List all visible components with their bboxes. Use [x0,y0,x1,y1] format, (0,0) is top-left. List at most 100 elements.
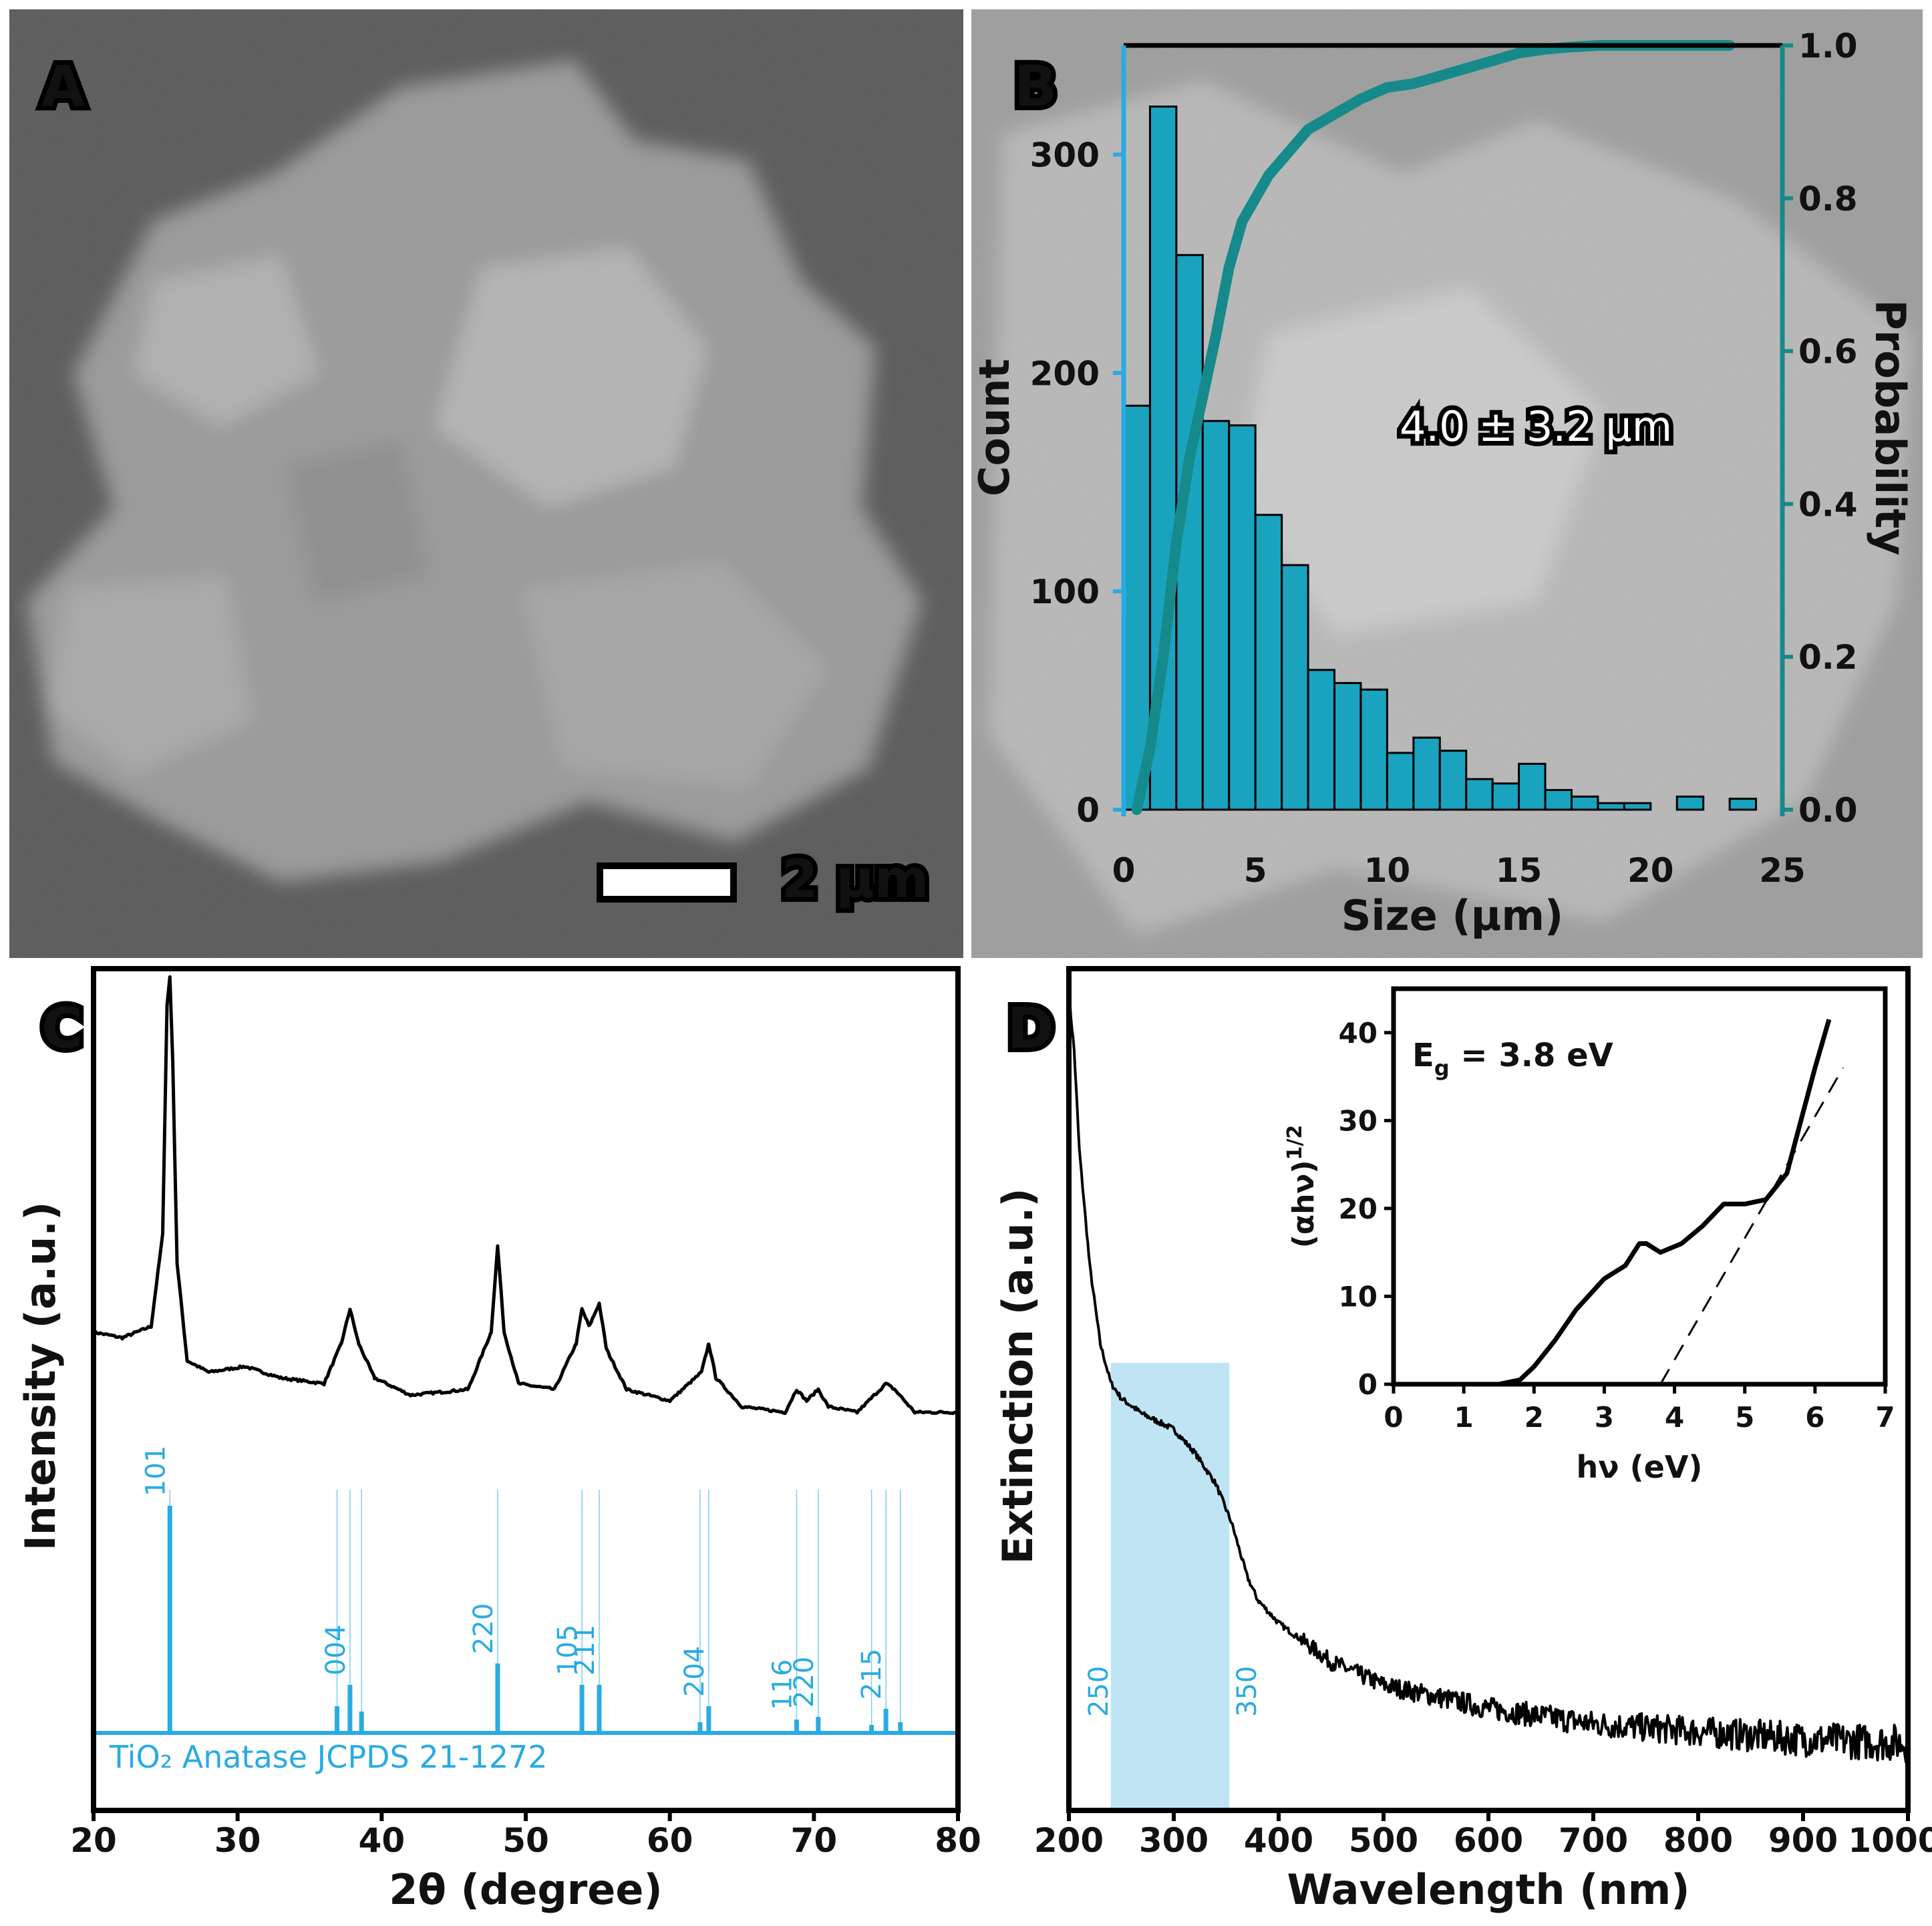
inset-y-tick-label: 0 [1358,1368,1378,1401]
x-tick-label: 800 [1663,1821,1733,1860]
histogram-bar [1570,795,1599,811]
sem-grain-b [971,9,1923,958]
y2-tick-label: 0.2 [1798,638,1858,677]
scale-bar-label: 2 μm [782,850,929,910]
y-tick-label: 0 [1076,791,1100,830]
x-tick-label: 20 [70,1821,117,1860]
y2-tick-label: 0.8 [1798,180,1858,218]
x-tick-label: 25 [1759,851,1806,890]
xrd-trace [92,975,959,1416]
x-tick-label: 40 [359,1821,406,1860]
size-annotation: 4.0 ± 3.2 μm [1400,402,1672,451]
inset-x-tick-label: 1 [1454,1401,1474,1434]
sem-grain [9,9,963,958]
y2-tick-label: 0.6 [1798,333,1858,371]
bandgap-value: = 3.8 eV [1450,1037,1613,1074]
reflection-label: 204 [679,1646,710,1697]
inset-x-tick-label: 6 [1805,1401,1824,1434]
tauc-trace [1498,1019,1832,1387]
scale-bar [597,862,737,903]
x-tick-label: 200 [1034,1821,1104,1860]
x-tick-label: 0 [1112,851,1136,890]
inset-y-tick-label: 30 [1339,1104,1378,1137]
x-tick-label: 500 [1349,1821,1418,1860]
y2-tick-label: 0.0 [1798,791,1858,830]
x-tick-label: 5 [1244,851,1267,890]
inset-frame [1391,986,1888,1387]
y-tick-label: 200 [1030,354,1100,393]
histogram-bar [1518,762,1547,811]
reflection-label: 004 [321,1625,351,1675]
histogram-bar [1254,514,1283,811]
x-tick-label: 400 [1244,1821,1313,1860]
inset-y-axis-superscript: 1/2 [1283,1125,1307,1160]
inset-x-tick-label: 5 [1735,1401,1754,1434]
panel-b: 0 5 10 15 20 25 0 100 200 300 0.0 0.2 0.4 0.6 0.8 1.0 Si… [970,9,1923,958]
histogram-plot: 0 5 10 15 20 25 0 100 200 300 0.0 0.2 0.4 0.6 0.8 1.0 Si… [970,27,1915,940]
histogram-bar [1201,420,1231,811]
inset-x-tick-label: 7 [1875,1401,1895,1434]
fit-line [1659,1067,1844,1385]
bandgap-annotation: Eg = 3.8 eV [1412,1037,1613,1081]
inset-x-tick-label: 3 [1595,1401,1614,1434]
reflection-label: 220 [789,1657,820,1708]
x-tick-label: 60 [647,1821,693,1860]
reflection-label: 211 [570,1625,601,1675]
histogram-bar [1465,778,1494,811]
band-label-350: 350 [1232,1666,1263,1717]
x-tick-label: 700 [1559,1821,1628,1860]
y-axis-title: Count [970,359,1019,496]
histogram-bar [1491,782,1520,811]
inset-x-axis-title: hν (eV) [1577,1449,1703,1485]
y-axis-title: Intensity (a.u.) [16,1202,65,1551]
x-tick-label: 20 [1627,851,1674,890]
tauc-inset: 0 1 2 3 4 5 6 7 0 10 20 30 40 hν (eV) (αhν)1/2 Eg = 3.8… [1283,986,1895,1485]
x-axis-title: 2θ (degree) [389,1865,662,1914]
histogram-bar [1333,681,1362,811]
inset-y-axis-title: (αhν)1/2 [1283,1125,1321,1248]
y-axis-title: Extinction (a.u.) [993,1188,1042,1564]
inset-x-tick-label: 0 [1384,1401,1403,1434]
band-label-250: 250 [1084,1666,1114,1717]
y-tick-label: 100 [1030,573,1100,611]
x-tick-label: 30 [214,1821,261,1860]
reflection-label: 105 [552,1625,583,1675]
x-tick-label: 70 [791,1821,838,1860]
reflection-label: 215 [856,1649,887,1700]
plot-frame [91,966,961,1813]
inset-y-tick-label: 40 [1339,1017,1378,1050]
histogram-bar [1597,802,1625,811]
histogram-bar [1228,424,1257,811]
extinction-trace [1068,997,1909,1764]
x-tick-label: 600 [1454,1821,1523,1860]
histogram-bar [1307,669,1336,811]
x-tick-label: 300 [1139,1821,1209,1860]
histogram-bar [1281,564,1309,811]
x-tick-label: 50 [502,1821,549,1860]
x-tick-label: 900 [1768,1821,1838,1860]
reflection-label: 116 [767,1659,798,1710]
histogram-bar [1675,795,1705,811]
x-tick-label: 10 [1364,851,1411,890]
y-tick-label: 300 [1030,136,1100,174]
inset-x-tick-label: 2 [1524,1401,1544,1434]
y2-tick-label: 1.0 [1798,27,1858,65]
x-axis-title: Size (μm) [1341,891,1564,940]
panel-a: 2 μm A [9,9,963,958]
x-tick-label: 80 [935,1821,981,1860]
x-tick-label: 15 [1496,851,1543,890]
histogram-bar [1544,789,1573,811]
panel-letter-a: A [41,53,85,119]
histogram-bar [1728,798,1758,811]
inset-y-tick-label: 20 [1339,1192,1378,1225]
y2-tick-label: 0.4 [1798,485,1858,524]
histogram-bar [1386,752,1415,811]
panel-letter-d: D [1007,995,1054,1061]
y2-axis-title: Probability [1866,299,1915,555]
reflection-label: 220 [468,1603,499,1654]
histogram-bar [1623,802,1652,811]
